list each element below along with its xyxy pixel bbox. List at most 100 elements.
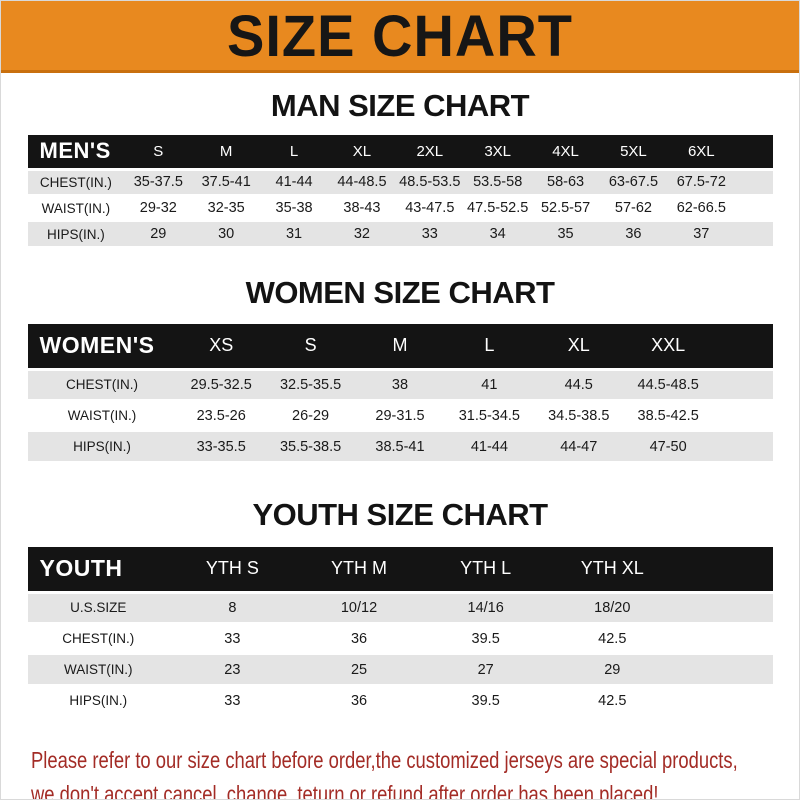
size-column-header: S [124, 135, 193, 171]
size-column-header: M [192, 135, 261, 171]
size-value-cell: 33-35.5 [196, 438, 246, 455]
row-spacer [713, 369, 773, 400]
size-column-header: XL [327, 135, 396, 171]
size-column-header: YTH L [422, 547, 549, 594]
size-value-cell: 31 [285, 226, 303, 242]
size-value-cell: 35 [557, 226, 574, 242]
men-section-title: MAN SIZE CHART [270, 88, 530, 123]
measurement-row: CHEST(IN.) 35-37.5 37.5-41 41-44 44-48.5 48.5… [27, 169, 773, 195]
measurement-row: CHEST(IN.) 33 36 39.5 42.5 [27, 623, 773, 654]
size-column-header: S [265, 324, 356, 371]
size-value-cell: 26-29 [292, 407, 330, 424]
size-value-cell: 31.5-34.5 [458, 407, 520, 424]
size-value-cell: 32-35 [207, 200, 245, 216]
section-youth: YOUTH SIZE CHART YOUTH YTH S YTH M YTH L YTH… [1, 497, 799, 717]
row-label: WAIST(IN.) [64, 662, 133, 677]
row-label: HIPS(IN.) [47, 226, 105, 242]
size-value-cell: 23 [224, 661, 241, 678]
size-value-cell: 38-43 [343, 200, 381, 216]
size-column-header: 4XL [531, 135, 600, 171]
size-column-header: YTH M [295, 547, 423, 594]
size-value-cell: 57-62 [614, 200, 652, 216]
size-value-cell: 33 [421, 226, 438, 242]
measurement-row: HIPS(IN.) 29 30 31 32 33 34 35 36 37 [27, 221, 773, 247]
size-value-cell: 14/16 [467, 599, 504, 616]
size-column-header: YTH S [169, 547, 296, 594]
size-header-row: YOUTH YTH S YTH M YTH L YTH XL [27, 547, 773, 594]
size-value-cell: 32 [353, 226, 370, 242]
size-value-cell: 27 [477, 661, 494, 678]
size-value-cell: 62-66.5 [676, 200, 726, 216]
row-label: CHEST(IN.) [62, 631, 135, 646]
size-value-cell: 67.5-72 [676, 174, 726, 191]
size-column-header: L [444, 324, 535, 371]
size-value-cell: 42.5 [598, 630, 627, 647]
men-size-table: MEN'S S M L XL 2XL 3XL 4XL 5XL 6XL CHEST(IN.) 35-37… [27, 135, 773, 248]
size-value-cell: 37.5-41 [201, 174, 251, 191]
size-column-header: YTH XL [548, 547, 676, 594]
footer-line-1: Please refer to our size chart before or… [31, 747, 738, 773]
size-value-cell: 34 [489, 226, 506, 242]
footer-note: Please refer to our size chart before or… [31, 743, 799, 800]
size-column-header: XS [176, 324, 266, 371]
table-header-label: WOMEN'S [27, 324, 177, 371]
women-size-table: WOMEN'S XS S M L XL XXL CHEST(IN.) 29.5-32.5 32.5… [27, 324, 773, 463]
table-header-label: YOUTH [27, 547, 170, 594]
section-men: MAN SIZE CHART MEN'S S M L XL 2XL 3XL 4XL 5XL 6XL… [1, 88, 799, 248]
size-value-cell: 34.5-38.5 [548, 407, 610, 424]
size-value-cell: 38 [391, 376, 409, 393]
banner: SIZE CHART [1, 1, 799, 73]
size-value-cell: 39.5 [471, 630, 500, 647]
size-value-cell: 41 [481, 376, 498, 393]
size-value-cell: 36 [350, 692, 368, 709]
row-spacer [676, 623, 773, 654]
size-value-cell: 44-47 [560, 438, 598, 455]
size-value-cell: 18/20 [594, 599, 631, 616]
row-label: HIPS(IN.) [69, 693, 128, 708]
header-spacer [675, 547, 773, 594]
size-value-cell: 43-47.5 [405, 200, 455, 216]
size-value-cell: 38.5-41 [375, 438, 425, 455]
size-value-cell: 42.5 [598, 692, 627, 709]
size-value-cell: 29.5-32.5 [190, 376, 252, 393]
measurement-row: WAIST(IN.) 23 25 27 29 [27, 654, 773, 685]
women-section-title: WOMEN SIZE CHART [245, 275, 555, 310]
size-value-cell: 10/12 [340, 599, 378, 616]
row-label: U.S.SIZE [70, 600, 127, 616]
measurement-row: WAIST(IN.) 29-32 32-35 35-38 38-43 43-47.5 47.… [27, 195, 773, 221]
youth-size-table: YOUTH YTH S YTH M YTH L YTH XL U.S.SIZE 8 10/12… [27, 547, 773, 717]
size-column-header: 5XL [599, 135, 668, 171]
youth-section-title: YOUTH SIZE CHART [252, 497, 548, 532]
measurement-row: HIPS(IN.) 33-35.5 35.5-38.5 38.5-41 41-44 44-… [27, 431, 773, 462]
size-value-cell: 35.5-38.5 [279, 438, 342, 455]
size-column-header: XXL [623, 324, 713, 371]
row-label: WAIST(IN.) [41, 200, 111, 216]
section-women: WOMEN SIZE CHART WOMEN'S XS S M L XL XXL CHEST(… [1, 275, 799, 463]
size-value-cell: 44.5-48.5 [637, 376, 699, 393]
size-value-cell: 37 [693, 226, 710, 242]
size-column-header: 6XL [667, 135, 736, 171]
size-value-cell: 36 [350, 630, 368, 647]
row-spacer [713, 400, 773, 431]
size-column-header: L [260, 135, 328, 171]
row-label: WAIST(IN.) [67, 408, 137, 423]
size-value-cell: 38.5-42.5 [637, 407, 699, 424]
footer-line-2: we don't accept cancel, change, teturn o… [31, 781, 659, 800]
size-value-cell: 29 [150, 226, 167, 242]
size-value-cell: 23.5-26 [196, 407, 246, 424]
size-value-cell: 47-50 [649, 438, 687, 455]
size-value-cell: 53.5-58 [473, 174, 523, 191]
size-value-cell: 36 [625, 226, 642, 242]
size-column-header: XL [534, 324, 624, 371]
size-value-cell: 29-31.5 [375, 407, 425, 424]
measurement-row: WAIST(IN.) 23.5-26 26-29 29-31.5 31.5-34.5 34… [27, 400, 773, 431]
size-value-cell: 44-48.5 [337, 174, 387, 191]
size-header-row: MEN'S S M L XL 2XL 3XL 4XL 5XL 6XL [27, 135, 773, 171]
size-value-cell: 33 [224, 692, 241, 709]
size-value-cell: 63-67.5 [608, 174, 659, 191]
row-spacer [676, 685, 773, 716]
size-value-cell: 44.5 [564, 376, 593, 393]
size-value-cell: 52.5-57 [540, 200, 591, 216]
size-value-cell: 41-44 [275, 174, 313, 191]
